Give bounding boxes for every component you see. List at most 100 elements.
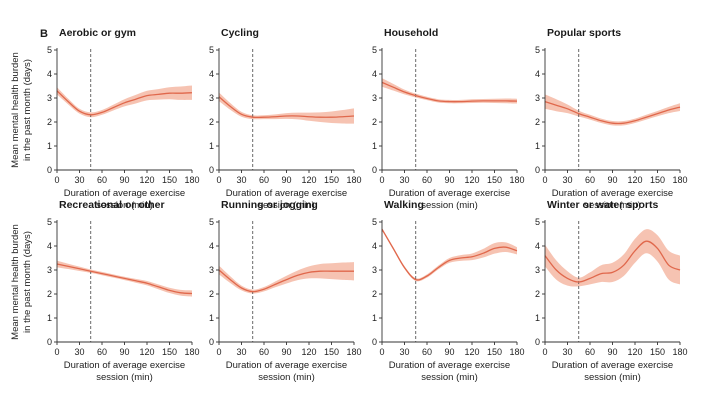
x-tick-label: 60 (97, 175, 107, 185)
x-tick-label: 150 (324, 347, 339, 357)
y-tick-label: 5 (535, 217, 540, 227)
y-tick-label: 0 (47, 165, 52, 175)
x-tick-label: 150 (324, 175, 339, 185)
y-axis-label-line1: Mean mental health burden (10, 52, 21, 168)
x-tick-label: 30 (399, 347, 409, 357)
x-tick-label: 150 (487, 347, 502, 357)
x-axis-label-line2: session (min) (96, 372, 153, 383)
x-tick-label: 60 (259, 347, 269, 357)
confidence-band (219, 92, 354, 124)
x-tick-label: 120 (301, 175, 316, 185)
x-tick-label: 120 (139, 347, 154, 357)
y-axis-label-line2: in the past month (days) (22, 231, 33, 333)
chart-title: Running or jogging (221, 199, 318, 211)
mean-line (381, 228, 518, 281)
x-tick-label: 90 (119, 347, 129, 357)
x-tick-label: 120 (627, 347, 642, 357)
x-tick-label: 60 (585, 175, 595, 185)
x-tick-label: 120 (139, 175, 154, 185)
chart-panel-4: Popular sports 0 1 2 3 4 5 0 30 60 90 120 150 180 Dura… (535, 27, 688, 211)
x-tick-label: 0 (379, 175, 384, 185)
x-axis-label-line1: Duration of average exercise (64, 360, 185, 371)
y-tick-label: 1 (47, 313, 52, 323)
chart-title: Aerobic or gym (59, 27, 136, 39)
y-tick-label: 0 (372, 337, 377, 347)
chart-panel-6: Running or jogging 0 1 2 3 4 5 0 30 60 90 120 150 180… (209, 199, 362, 383)
x-tick-label: 60 (585, 347, 595, 357)
x-axis-label-line1: Duration of average exercise (64, 188, 185, 199)
x-tick-label: 30 (399, 175, 409, 185)
x-tick-label: 60 (422, 347, 432, 357)
chart-panel-7: Walking 0 1 2 3 4 5 0 30 60 90 120 150 180 Duration of… (372, 199, 525, 383)
y-tick-label: 1 (209, 141, 214, 151)
y-tick-label: 5 (209, 45, 214, 55)
y-tick-label: 4 (47, 69, 52, 79)
mean-line (381, 81, 518, 103)
y-tick-label: 2 (372, 117, 377, 127)
x-axis-label-line1: Duration of average exercise (226, 360, 347, 371)
x-axis-label-line1: Duration of average exercise (389, 188, 510, 199)
x-tick-label: 90 (281, 175, 291, 185)
y-tick-label: 3 (535, 265, 540, 275)
x-tick-label: 0 (542, 175, 547, 185)
y-tick-label: 4 (209, 69, 214, 79)
x-tick-label: 120 (301, 347, 316, 357)
x-tick-label: 0 (542, 347, 547, 357)
y-tick-label: 5 (372, 217, 377, 227)
y-tick-label: 4 (372, 241, 377, 251)
x-axis-label-line1: Duration of average exercise (552, 188, 673, 199)
y-tick-label: 3 (209, 93, 214, 103)
y-tick-label: 0 (372, 165, 377, 175)
x-axis-label-line2: session (min) (96, 200, 153, 211)
mean-line (544, 240, 681, 283)
y-tick-label: 5 (535, 45, 540, 55)
y-axis-label-line2: in the past month (days) (22, 59, 33, 161)
mean-line (218, 269, 354, 293)
y-tick-label: 4 (209, 241, 214, 251)
y-tick-label: 4 (372, 69, 377, 79)
x-axis-label-line2: session (min) (258, 372, 315, 383)
y-tick-label: 5 (47, 45, 52, 55)
x-tick-label: 150 (650, 347, 665, 357)
y-tick-label: 3 (372, 265, 377, 275)
x-tick-label: 150 (487, 175, 502, 185)
mean-line (544, 100, 681, 125)
chart-title: Walking (384, 199, 424, 211)
x-tick-label: 180 (184, 175, 199, 185)
y-tick-label: 0 (535, 337, 540, 347)
y-tick-label: 2 (47, 289, 52, 299)
confidence-band (382, 228, 517, 282)
chart-panel-5: Recreational or other 0 1 2 3 4 5 0 30 60 90 120 150… (47, 199, 200, 383)
x-tick-label: 150 (162, 175, 177, 185)
x-tick-label: 180 (672, 347, 687, 357)
x-tick-label: 180 (672, 175, 687, 185)
x-axis-label-line1: Duration of average exercise (389, 360, 510, 371)
y-tick-label: 4 (47, 241, 52, 251)
x-tick-label: 180 (509, 175, 524, 185)
x-tick-label: 180 (509, 347, 524, 357)
y-tick-label: 1 (535, 313, 540, 323)
y-tick-label: 3 (47, 93, 52, 103)
y-tick-label: 4 (535, 69, 540, 79)
y-axis-label-row-1: Mean mental health burden in the past mon… (10, 52, 33, 168)
y-tick-label: 3 (535, 93, 540, 103)
y-tick-label: 1 (209, 313, 214, 323)
y-tick-label: 1 (535, 141, 540, 151)
x-tick-label: 60 (259, 175, 269, 185)
x-tick-label: 120 (627, 175, 642, 185)
x-tick-label: 180 (184, 347, 199, 357)
y-tick-label: 3 (47, 265, 52, 275)
x-axis-label-line1: Duration of average exercise (552, 360, 673, 371)
x-tick-label: 0 (216, 175, 221, 185)
y-tick-label: 5 (209, 217, 214, 227)
y-tick-label: 0 (209, 337, 214, 347)
x-tick-label: 180 (346, 347, 361, 357)
x-axis-label-line1: Duration of average exercise (226, 188, 347, 199)
y-tick-label: 0 (47, 337, 52, 347)
x-axis-label-line2: session (min) (584, 372, 641, 383)
x-tick-label: 120 (464, 347, 479, 357)
chart-panel-3: Household 0 1 2 3 4 5 0 30 60 90 120 150 180 Duration … (372, 27, 525, 211)
x-tick-label: 30 (562, 175, 572, 185)
x-tick-label: 90 (607, 175, 617, 185)
y-tick-label: 0 (209, 165, 214, 175)
